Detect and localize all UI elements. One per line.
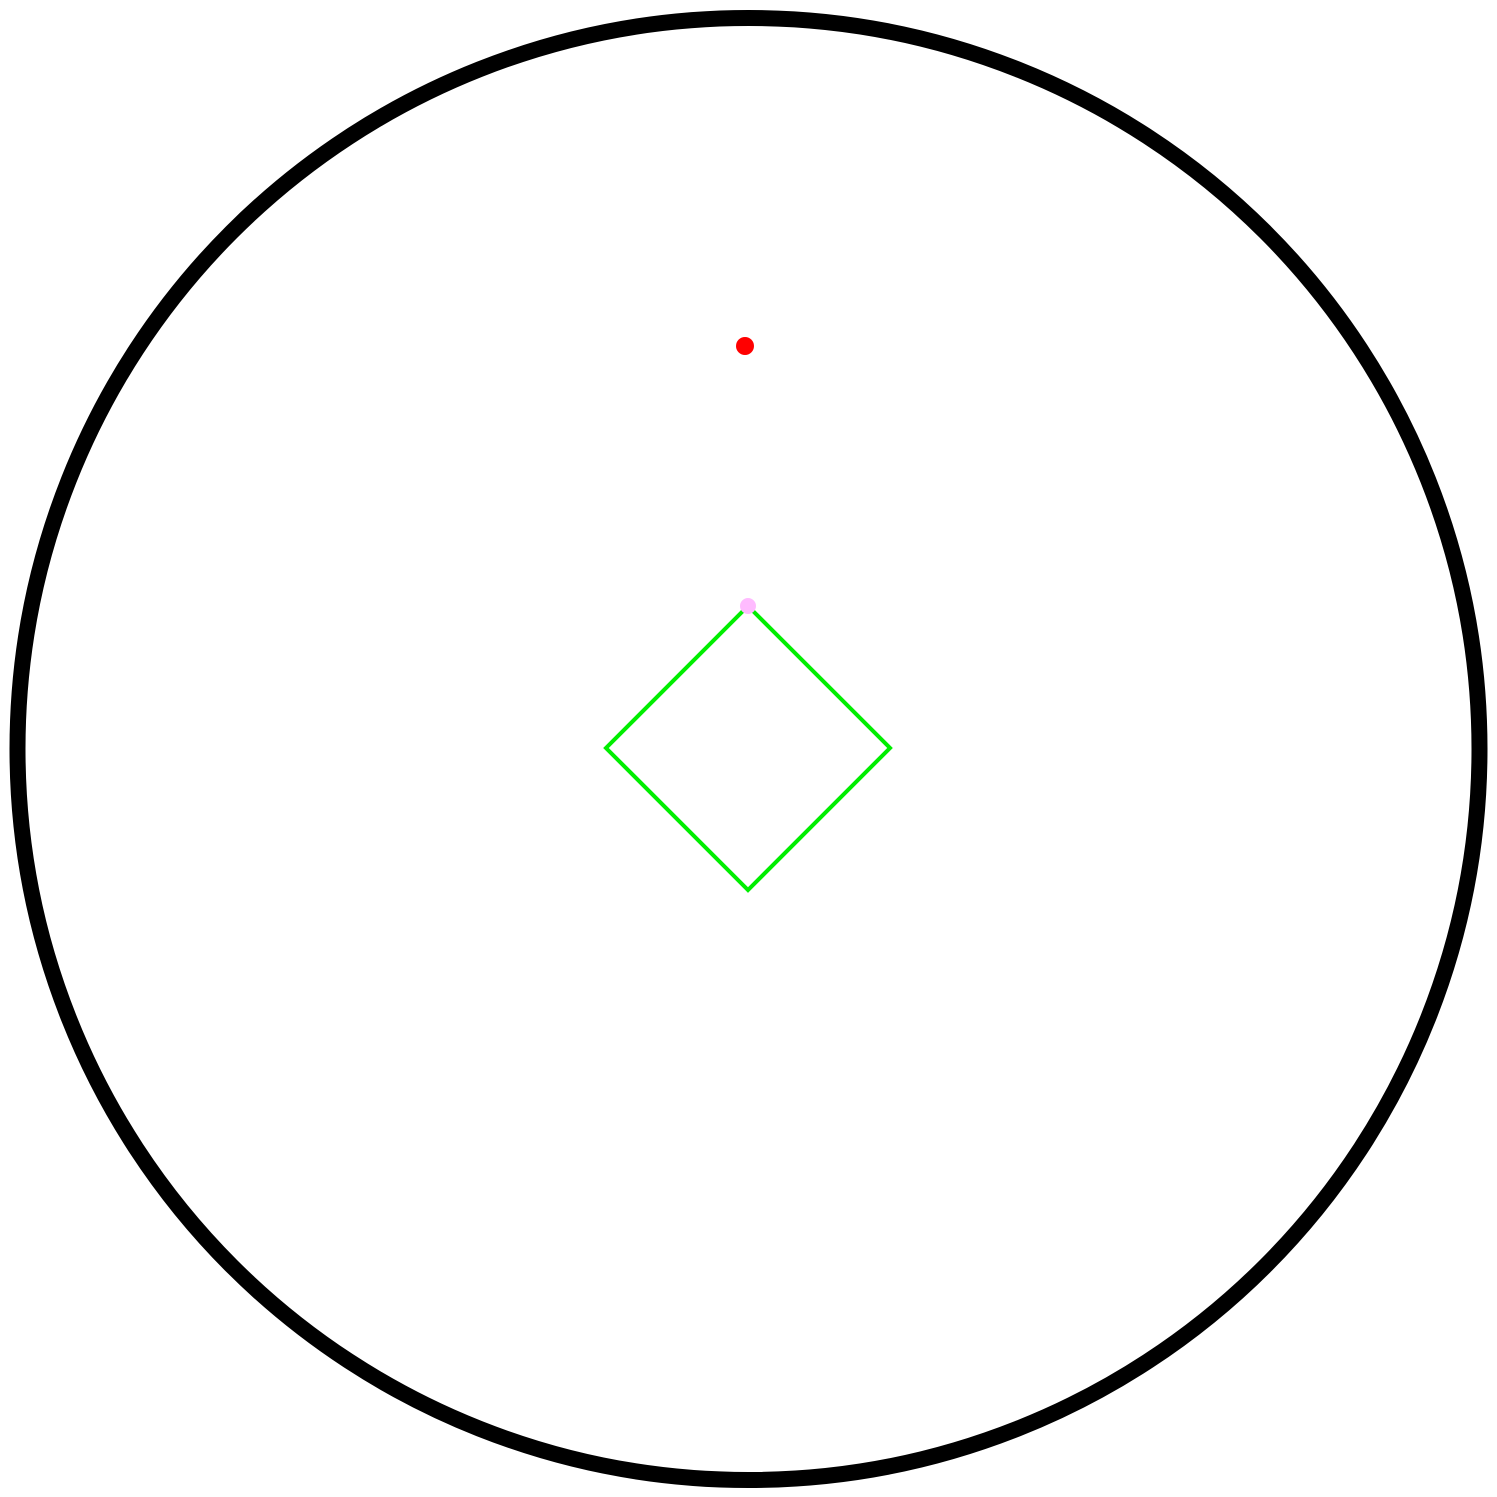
arena-boundary-ring: [9, 10, 1488, 1488]
marker-dot: [740, 598, 756, 614]
target-dot[interactable]: [736, 337, 754, 355]
player-diamond[interactable]: [603, 603, 893, 893]
